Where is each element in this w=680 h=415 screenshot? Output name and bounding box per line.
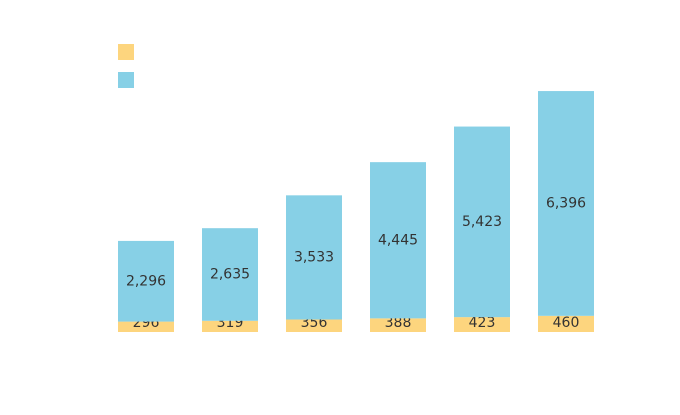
bar-segment [118, 321, 174, 332]
data-label: 3,533 [294, 249, 334, 265]
data-label: 6,396 [546, 195, 586, 211]
data-label: 388 [385, 315, 412, 331]
bar-segment [370, 318, 426, 332]
bar-segment [454, 317, 510, 332]
bar-segment [538, 315, 594, 332]
bar-segment [202, 228, 258, 321]
data-label: 4,445 [378, 232, 418, 248]
data-label: 5,423 [462, 214, 502, 230]
data-label: 460 [553, 315, 580, 331]
data-label: 2,635 [210, 266, 250, 282]
bar-segment [286, 319, 342, 332]
legend-swatch [118, 72, 134, 88]
bar-segment [286, 195, 342, 320]
data-label: 2,296 [126, 273, 166, 289]
data-label: 423 [469, 315, 496, 331]
legend-swatch [118, 44, 134, 60]
bar-segment [538, 91, 594, 316]
bar-segment [454, 126, 510, 318]
bar-segment [118, 240, 174, 322]
bar-segment [202, 320, 258, 332]
bar-segment [370, 162, 426, 319]
